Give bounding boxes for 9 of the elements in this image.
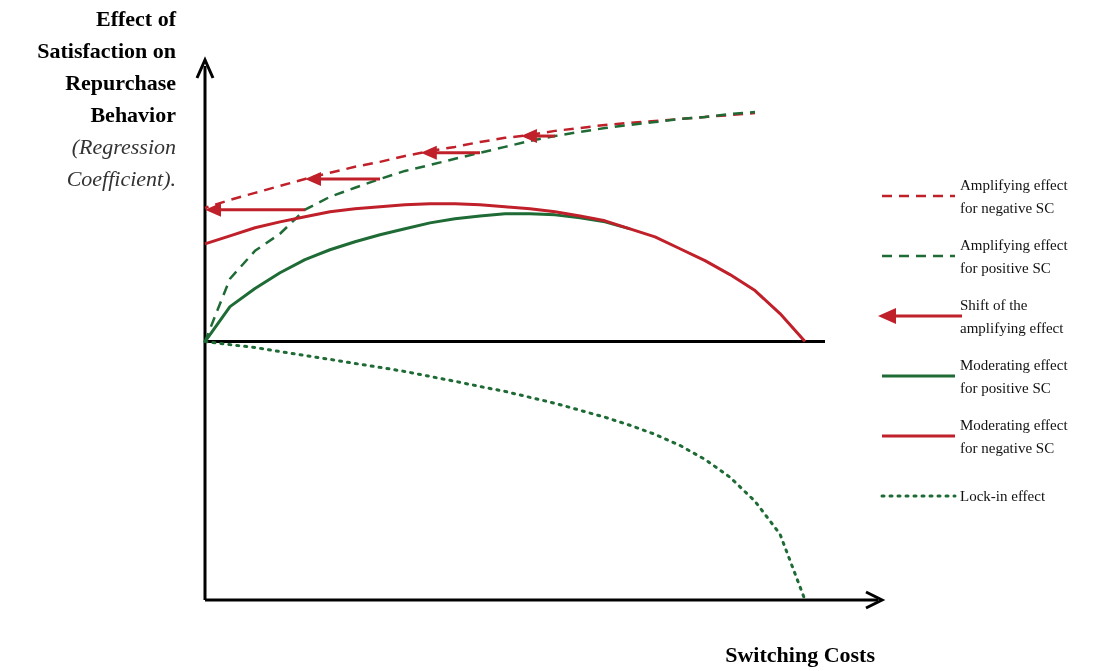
legend-label: Moderating effect for negative SC xyxy=(960,416,1069,456)
legend-label: Lock-in effect xyxy=(960,488,1046,504)
legend-label: Moderating effect for positive SC xyxy=(960,356,1069,396)
text: (Regression Coefficient). xyxy=(66,134,176,191)
x-axis-title: Switching Costs xyxy=(725,642,876,667)
text: Shift of the amplifying effect xyxy=(960,296,1065,336)
legend-label: Amplifying effect for positive SC xyxy=(960,236,1069,276)
y-axis-title: Effect of Satisfaction on Repurchase Behavior xyxy=(37,6,177,127)
legend-label: Amplifying effect for negative SC xyxy=(960,176,1069,216)
